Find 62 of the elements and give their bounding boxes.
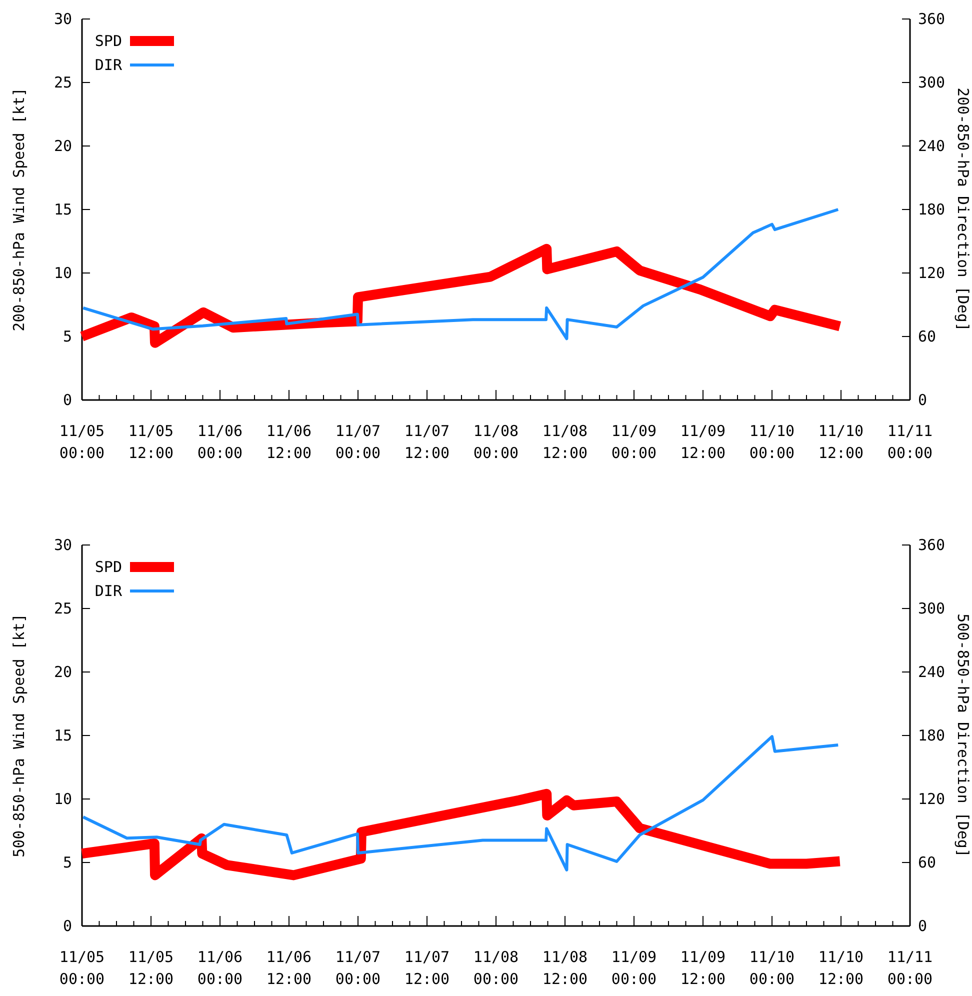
x-tick-label: 11/05 12:00: [128, 422, 174, 462]
y2-tick-label: 300: [918, 600, 946, 618]
y-tick-label: 30: [54, 536, 72, 554]
y2-tick-label: 0: [918, 917, 928, 935]
y2-tick-label: 360: [918, 10, 946, 28]
y-tick-label: 20: [54, 663, 72, 681]
x-tick-label: 11/11 00:00: [887, 422, 933, 462]
x-tick-label: 11/10 00:00: [749, 948, 795, 988]
x-tick-label: 11/06 12:00: [266, 948, 312, 988]
x-tick-label: 11/08 12:00: [542, 422, 588, 462]
x-tick-label: 11/06 00:00: [197, 948, 243, 988]
y2-tick-label: 60: [918, 854, 936, 872]
x-tick-label: 11/05 00:00: [59, 948, 105, 988]
legend-label: DIR: [94, 582, 123, 600]
x-tick-label: 11/08 00:00: [473, 422, 519, 462]
x-tick-label: 11/09 12:00: [680, 948, 726, 988]
y2-axis-title: 200-850-hPa Direction [Deg]: [954, 88, 972, 332]
legend-label: SPD: [94, 32, 122, 50]
y2-tick-label: 240: [918, 663, 946, 681]
y-tick-label: 10: [54, 264, 72, 282]
x-tick-label: 11/07 12:00: [404, 948, 450, 988]
x-tick-label: 11/07 00:00: [335, 948, 381, 988]
y-tick-label: 5: [62, 854, 72, 872]
x-tick-label: 11/09 00:00: [611, 422, 657, 462]
x-tick-label: 11/08 00:00: [473, 948, 519, 988]
y-tick-label: 10: [54, 790, 72, 808]
x-tick-label: 11/10 00:00: [749, 422, 795, 462]
x-tick-label: 11/06 00:00: [197, 422, 243, 462]
y2-tick-label: 60: [918, 328, 936, 346]
x-tick-label: 11/05 12:00: [128, 948, 174, 988]
y-tick-label: 20: [54, 137, 72, 155]
x-tick-label: 11/08 12:00: [542, 948, 588, 988]
y2-tick-label: 180: [918, 726, 946, 744]
y-tick-label: 15: [54, 200, 72, 218]
y2-tick-label: 300: [918, 74, 946, 92]
x-tick-label: 11/10 12:00: [818, 948, 864, 988]
y-tick-label: 25: [54, 74, 72, 92]
y2-axis-title: 500-850-hPa Direction [Deg]: [954, 614, 972, 858]
legend-label: SPD: [94, 558, 122, 576]
x-tick-label: 11/05 00:00: [59, 422, 105, 462]
x-tick-label: 11/09 00:00: [611, 948, 657, 988]
y2-tick-label: 120: [918, 264, 946, 282]
y-tick-label: 15: [54, 726, 72, 744]
y-axis-title: 500-850-hPa Wind Speed [kt]: [10, 614, 28, 858]
x-tick-label: 11/09 12:00: [680, 422, 726, 462]
x-tick-label: 11/10 12:00: [818, 422, 864, 462]
y-tick-label: 0: [62, 917, 72, 935]
y-tick-label: 0: [62, 391, 72, 409]
y2-tick-label: 240: [918, 137, 946, 155]
x-tick-label: 11/06 12:00: [266, 422, 312, 462]
y2-tick-label: 180: [918, 200, 946, 218]
y-tick-label: 30: [54, 10, 72, 28]
x-tick-label: 11/07 12:00: [404, 422, 450, 462]
y-tick-label: 25: [54, 600, 72, 618]
y2-tick-label: 360: [918, 536, 946, 554]
x-tick-label: 11/11 00:00: [887, 948, 933, 988]
y-axis-title: 200-850-hPa Wind Speed [kt]: [10, 88, 28, 332]
x-tick-label: 11/07 00:00: [335, 422, 381, 462]
y-tick-label: 5: [62, 328, 72, 346]
y2-tick-label: 120: [918, 790, 946, 808]
y2-tick-label: 0: [918, 391, 928, 409]
legend-label: DIR: [94, 56, 123, 74]
